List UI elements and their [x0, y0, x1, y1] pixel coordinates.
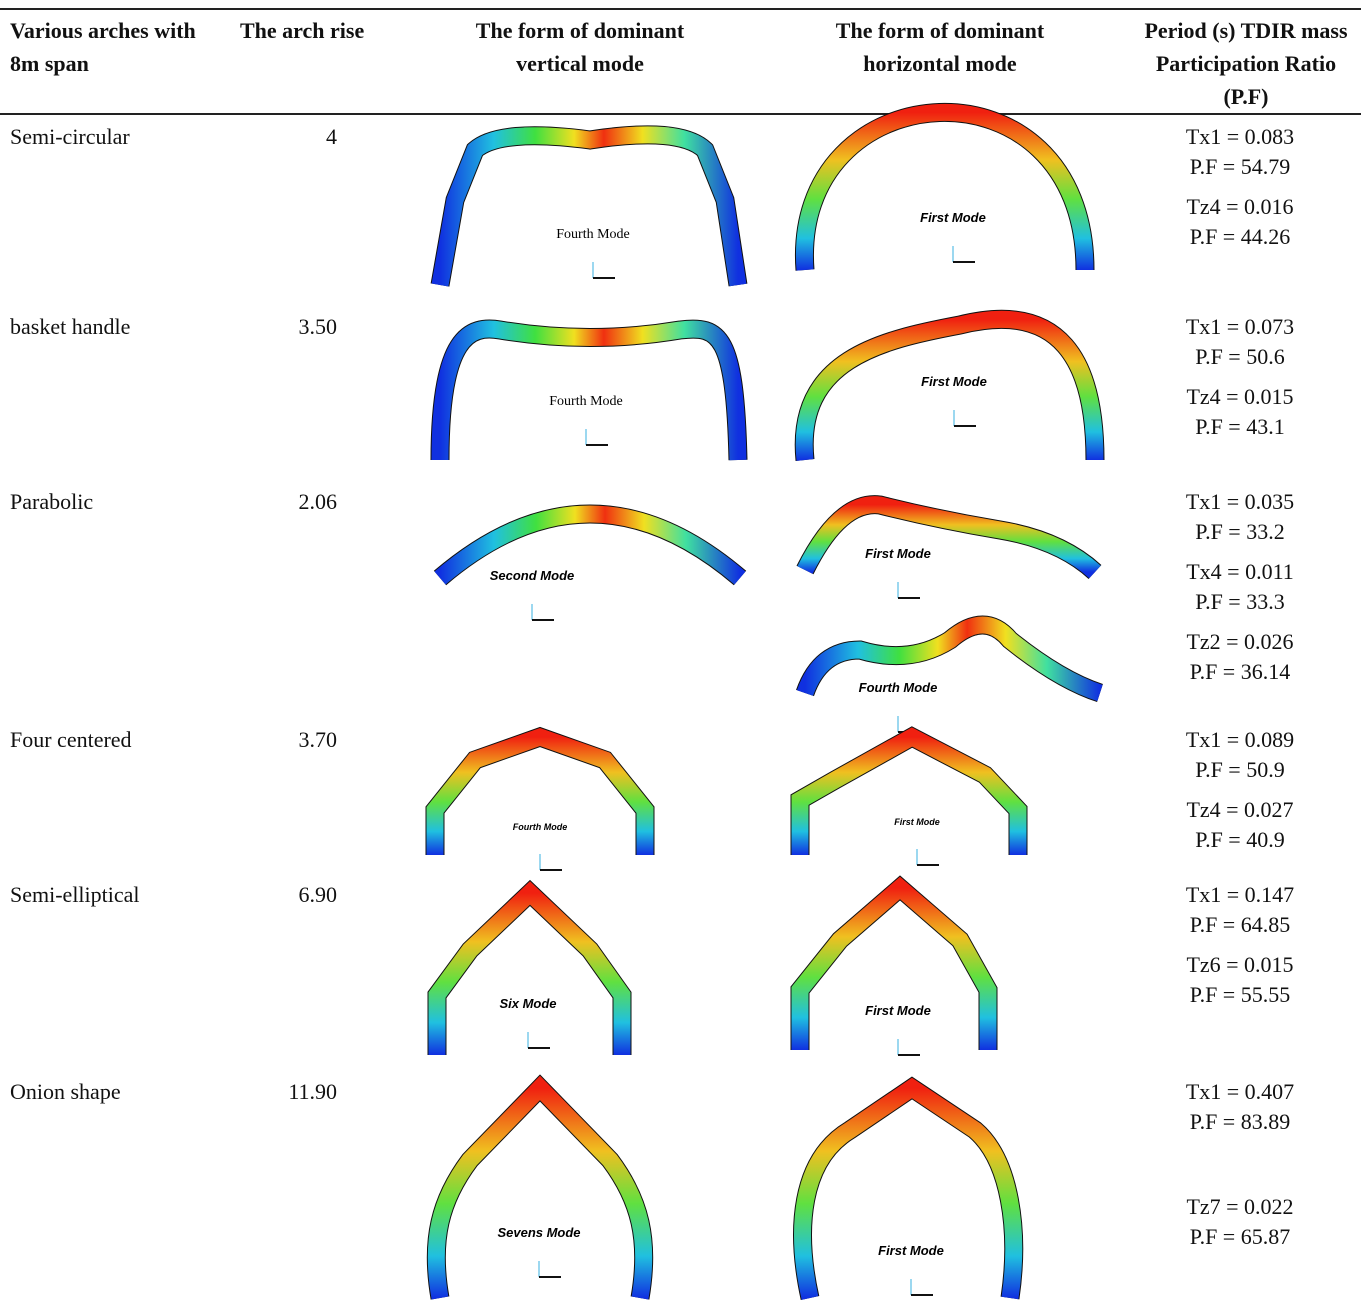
arch-shape: [804, 319, 1095, 460]
arch-shape: [435, 737, 645, 855]
participation-factor: P.F = 33.3: [1140, 587, 1340, 617]
arch-name: Semi-circular: [10, 122, 130, 152]
participation-factor: P.F = 83.89: [1140, 1107, 1340, 1137]
participation-factor: P.F = 33.2: [1140, 517, 1340, 547]
arch-name: Semi-elliptical: [10, 880, 140, 910]
period: Tz4 = 0.027: [1140, 795, 1340, 825]
participation-factor: P.F = 36.14: [1140, 657, 1340, 687]
arch-shape: [800, 737, 1018, 855]
page: Various arches with 8m span The arch ris…: [0, 0, 1361, 1308]
arch-outline: [437, 893, 622, 1055]
mode-label: Second Mode: [490, 568, 575, 583]
arch-shape: [804, 112, 1085, 270]
participation-factor: P.F = 50.9: [1140, 755, 1340, 785]
arch-outline: [800, 888, 988, 1050]
arch-rise: 6.90: [240, 880, 337, 910]
arch-shape: [440, 514, 740, 578]
arch-outline: [436, 1088, 644, 1298]
period: Tz4 = 0.015: [1140, 382, 1340, 412]
participation-factor: P.F = 65.87: [1140, 1222, 1340, 1252]
arch-outline: [435, 737, 645, 855]
arch-outline: [440, 135, 738, 285]
arch-shape: [805, 505, 1095, 572]
arch-name: Onion shape: [10, 1077, 121, 1107]
participation-factor: P.F = 54.79: [1140, 152, 1340, 182]
participation-factor: P.F = 43.1: [1140, 412, 1340, 442]
period: Tz4 = 0.016: [1140, 192, 1340, 222]
period: Tx1 = 0.083: [1140, 122, 1340, 152]
mode-label: Fourth Mode: [556, 227, 630, 242]
mode-label: First Mode: [921, 374, 987, 389]
participation-factor: P.F = 40.9: [1140, 825, 1340, 855]
arch-outline: [800, 737, 1018, 855]
mode-label: First Mode: [920, 210, 986, 225]
arch-shape: [803, 1088, 1014, 1298]
participation-factor: P.F = 44.26: [1140, 222, 1340, 252]
arch-outline: [803, 1088, 1014, 1298]
mode-label: Fourth Mode: [859, 680, 938, 695]
period: Tx1 = 0.073: [1140, 312, 1340, 342]
arch-rise: 4: [240, 122, 337, 152]
arch-rise: 2.06: [240, 487, 337, 517]
arch-shape: [437, 893, 622, 1055]
mode-label: Sevens Mode: [497, 1225, 580, 1240]
period: Tz7 = 0.022: [1140, 1192, 1340, 1222]
mode-label: First Mode: [865, 546, 931, 561]
period: Tx1 = 0.147: [1140, 880, 1340, 910]
mode-label: Fourth Mode: [549, 394, 623, 409]
arch-rise: 11.90: [240, 1077, 337, 1107]
period: Tx1 = 0.089: [1140, 725, 1340, 755]
mode-label: First Mode: [878, 1243, 944, 1258]
arch-outline: [804, 112, 1085, 270]
arch-name: basket handle: [10, 312, 130, 342]
period: Tx1 = 0.407: [1140, 1077, 1340, 1107]
arch-shape: [436, 1088, 644, 1298]
mode-label: Six Mode: [499, 996, 556, 1011]
arch-rise: 3.50: [240, 312, 337, 342]
mode-label: First Mode: [865, 1003, 931, 1018]
arch-shape: [440, 135, 738, 285]
period: Tx4 = 0.011: [1140, 557, 1340, 587]
period: Tz2 = 0.026: [1140, 627, 1340, 657]
arch-name: Four centered: [10, 725, 132, 755]
mode-label: Fourth Mode: [513, 822, 568, 832]
mode-label: First Mode: [894, 817, 940, 827]
arch-rise: 3.70: [240, 725, 337, 755]
participation-factor: P.F = 55.55: [1140, 980, 1340, 1010]
arch-name: Parabolic: [10, 487, 93, 517]
period: Tx1 = 0.035: [1140, 487, 1340, 517]
participation-factor: P.F = 64.85: [1140, 910, 1340, 940]
period: Tz6 = 0.015: [1140, 950, 1340, 980]
participation-factor: P.F = 50.6: [1140, 342, 1340, 372]
